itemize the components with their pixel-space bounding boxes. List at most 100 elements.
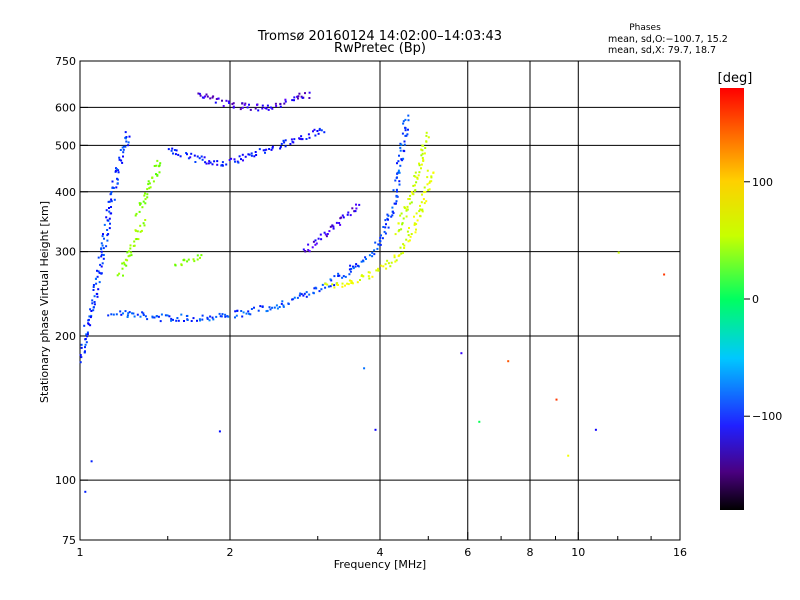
data-point <box>97 288 100 291</box>
data-point <box>196 319 198 322</box>
data-point <box>128 135 131 138</box>
data-point <box>225 163 228 166</box>
data-point <box>102 247 105 250</box>
data-point <box>122 312 124 315</box>
data-point <box>164 314 167 317</box>
data-point <box>358 203 361 206</box>
data-point <box>380 264 383 267</box>
data-point <box>199 319 201 322</box>
data-point <box>397 169 400 172</box>
data-point <box>186 153 188 156</box>
data-point <box>301 138 304 141</box>
data-point <box>401 222 404 225</box>
data-point <box>147 183 150 186</box>
data-point <box>119 310 122 313</box>
x-tick-label: 16 <box>673 546 687 559</box>
grid-lines <box>80 61 680 540</box>
data-point <box>404 127 407 130</box>
data-point <box>307 243 310 246</box>
data-point <box>395 259 398 262</box>
data-point <box>284 100 287 103</box>
data-points <box>79 91 666 493</box>
data-point <box>385 223 387 226</box>
data-point <box>367 271 370 274</box>
data-point <box>101 235 104 238</box>
data-point <box>90 310 93 312</box>
data-point <box>356 264 359 267</box>
data-point <box>347 211 350 214</box>
data-point <box>384 219 387 222</box>
data-point <box>376 247 379 250</box>
data-point <box>302 248 305 251</box>
data-point <box>208 319 211 322</box>
data-point <box>185 315 188 317</box>
data-point <box>115 168 118 170</box>
chart-title-line1: Tromsø 20160124 14:02:00–14:03:43 <box>257 29 502 44</box>
data-point <box>400 143 403 146</box>
data-point <box>128 254 131 257</box>
data-point <box>140 229 143 232</box>
data-point <box>123 263 126 266</box>
data-point <box>186 319 189 321</box>
data-point <box>129 247 132 250</box>
data-point <box>416 219 419 222</box>
data-point <box>414 171 417 174</box>
data-point <box>401 223 404 226</box>
data-point <box>292 141 295 144</box>
data-point <box>92 284 95 286</box>
data-point <box>111 186 114 189</box>
data-point <box>346 213 349 216</box>
data-point <box>355 203 357 206</box>
y-tick-label: 75 <box>62 534 76 547</box>
data-point <box>399 246 402 249</box>
data-point <box>199 94 202 97</box>
data-point <box>299 292 302 295</box>
data-point <box>414 175 417 178</box>
data-point <box>339 223 342 226</box>
data-point <box>175 149 178 152</box>
data-point <box>94 277 97 280</box>
data-point <box>253 306 255 309</box>
data-point <box>377 243 380 246</box>
data-point <box>250 152 253 155</box>
data-point <box>387 218 389 221</box>
data-point <box>198 92 201 95</box>
data-point <box>151 315 154 318</box>
data-point <box>255 154 258 156</box>
data-point <box>156 173 159 176</box>
data-point <box>352 265 354 268</box>
data-point <box>427 136 430 139</box>
data-point <box>305 138 308 140</box>
data-point <box>311 246 314 249</box>
data-point <box>86 331 89 334</box>
data-point <box>291 99 294 102</box>
data-point <box>116 274 119 277</box>
data-point <box>410 233 413 235</box>
data-point <box>193 154 196 157</box>
data-point <box>89 316 92 319</box>
data-point <box>351 282 354 285</box>
data-point <box>88 315 91 318</box>
data-point <box>79 361 82 364</box>
data-point <box>190 152 193 155</box>
data-point <box>146 193 149 196</box>
data-point <box>328 230 331 233</box>
data-point <box>324 282 327 285</box>
x-tick-label: 6 <box>464 546 471 559</box>
data-point <box>84 343 87 346</box>
data-point <box>399 146 402 149</box>
colorbar <box>720 88 744 510</box>
y-tick-label: 750 <box>55 55 76 68</box>
data-point <box>87 323 90 326</box>
data-point <box>183 320 185 322</box>
data-point <box>284 98 287 101</box>
data-point <box>242 159 244 162</box>
data-point <box>418 162 420 165</box>
data-point <box>401 132 404 135</box>
data-point <box>168 315 171 318</box>
data-point <box>280 302 283 305</box>
data-point <box>133 244 136 247</box>
data-point <box>402 251 404 254</box>
data-point <box>207 162 210 165</box>
